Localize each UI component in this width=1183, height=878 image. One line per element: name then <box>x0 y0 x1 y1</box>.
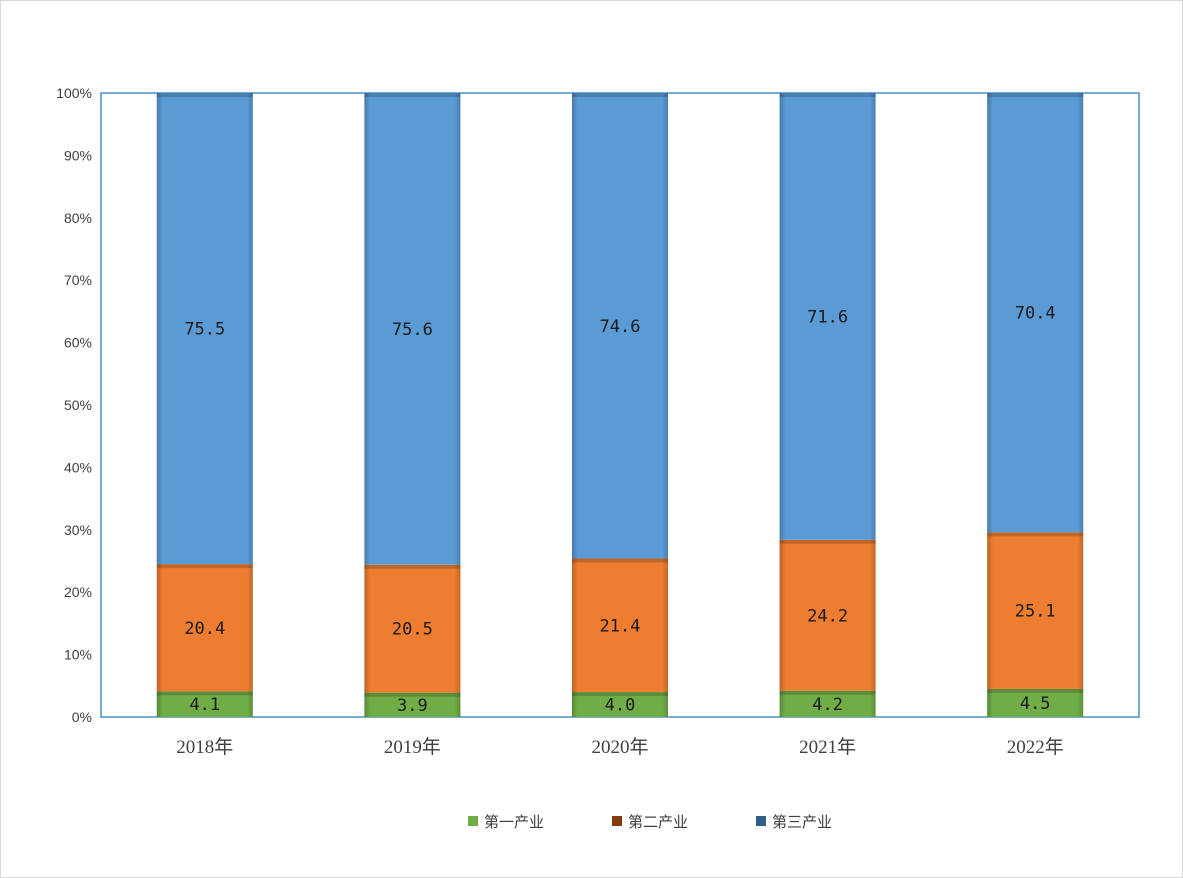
bar-segment-top-edge <box>156 564 253 569</box>
y-tick-label: 30% <box>64 522 92 538</box>
data-label: 24.2 <box>807 606 848 626</box>
bar-segment-top-edge <box>572 93 668 97</box>
data-label: 70.4 <box>1015 304 1056 324</box>
bar-column: 4.2 24.2 71.6 <box>779 93 876 717</box>
data-label: 4.0 <box>605 696 636 716</box>
bar-segment-shade <box>572 93 668 559</box>
y-tick-label: 0% <box>72 709 92 725</box>
bar-column: 4.5 25.1 70.4 <box>987 93 1084 717</box>
bar-segment-top-edge <box>364 692 461 697</box>
legend: 第一产业 第二产业 第三产业 <box>468 813 832 831</box>
data-label: 20.5 <box>392 620 433 640</box>
bar-segment-shade <box>779 93 876 540</box>
bar-segment-shade <box>572 692 668 717</box>
bar-column: 4.1 20.4 75.5 <box>156 93 253 717</box>
data-label: 20.4 <box>184 619 225 639</box>
bar-segment-top-edge <box>572 692 668 697</box>
x-tick-label: 2020年 <box>591 736 648 758</box>
bar-segment-top-edge <box>156 93 253 97</box>
bar-segment-shade <box>779 539 876 691</box>
x-tick-label: 2022年 <box>1007 736 1064 758</box>
data-label: 75.5 <box>184 320 225 340</box>
bar-segment-shade <box>156 564 253 692</box>
bar-segment-shade <box>779 690 876 717</box>
bar-segment-top-edge <box>987 532 1084 537</box>
bars: 4.1 20.4 75.5 3.9 20.5 75.6 4.0 21.4 74.6 4.2 24.2… <box>156 93 1084 717</box>
data-label: 3.9 <box>397 696 428 716</box>
bar-segment-shade <box>987 532 1084 689</box>
legend-label: 第一产业 <box>484 813 544 831</box>
y-tick-label: 60% <box>64 335 92 351</box>
y-tick-label: 90% <box>64 147 92 163</box>
bar-segment-top-edge <box>987 688 1084 693</box>
bar-segment-top-edge <box>364 93 461 97</box>
data-label: 71.6 <box>807 307 848 327</box>
x-tick-label: 2019年 <box>384 736 441 758</box>
y-tick-label: 20% <box>64 584 92 600</box>
x-axis: 2018年 2019年 2020年 2021年 2022年 <box>176 736 1063 758</box>
bar-segment-top-edge <box>779 690 876 695</box>
data-label: 4.1 <box>189 695 220 715</box>
bar-column: 3.9 20.5 75.6 <box>364 93 461 717</box>
y-tick-label: 50% <box>64 397 92 413</box>
bar-segment-shade <box>156 93 253 565</box>
data-label: 74.6 <box>600 317 641 337</box>
bar-segment-top-edge <box>572 558 668 563</box>
bar-segment-shade <box>364 692 461 717</box>
x-tick-label: 2018年 <box>176 736 233 758</box>
bar-segment-shade <box>987 688 1084 717</box>
data-label: 21.4 <box>600 616 641 636</box>
data-label: 25.1 <box>1015 602 1056 622</box>
bar-segment-top-edge <box>364 564 461 569</box>
bar-segment-shade <box>987 93 1084 533</box>
bar-segment-shade <box>364 93 461 565</box>
bar-segment-shade <box>156 691 253 717</box>
bar-segment-top-edge <box>987 93 1084 97</box>
bar-segment-top-edge <box>779 539 876 544</box>
y-tick-label: 100% <box>56 85 92 101</box>
x-tick-label: 2021年 <box>799 736 856 758</box>
data-label: 4.2 <box>812 695 843 715</box>
bar-segment-top-edge <box>779 93 876 97</box>
y-tick-label: 70% <box>64 272 92 288</box>
y-tick-label: 10% <box>64 647 92 663</box>
bar-segment-shade <box>364 564 461 693</box>
y-tick-label: 80% <box>64 210 92 226</box>
y-axis: 0% 10% 20% 30% 40% 50% 60% 70% 80% 90% 100% <box>56 85 92 725</box>
data-label: 75.6 <box>392 320 433 340</box>
data-label: 4.5 <box>1020 694 1051 714</box>
y-tick-label: 40% <box>64 459 92 475</box>
bar-segment-shade <box>572 558 668 693</box>
legend-swatch <box>612 816 622 826</box>
legend-swatch <box>468 816 478 826</box>
legend-label: 第三产业 <box>772 813 832 831</box>
bar-segment-top-edge <box>156 691 253 696</box>
legend-label: 第二产业 <box>628 813 688 831</box>
bar-column: 4.0 21.4 74.6 <box>572 93 668 717</box>
legend-swatch <box>756 816 766 826</box>
